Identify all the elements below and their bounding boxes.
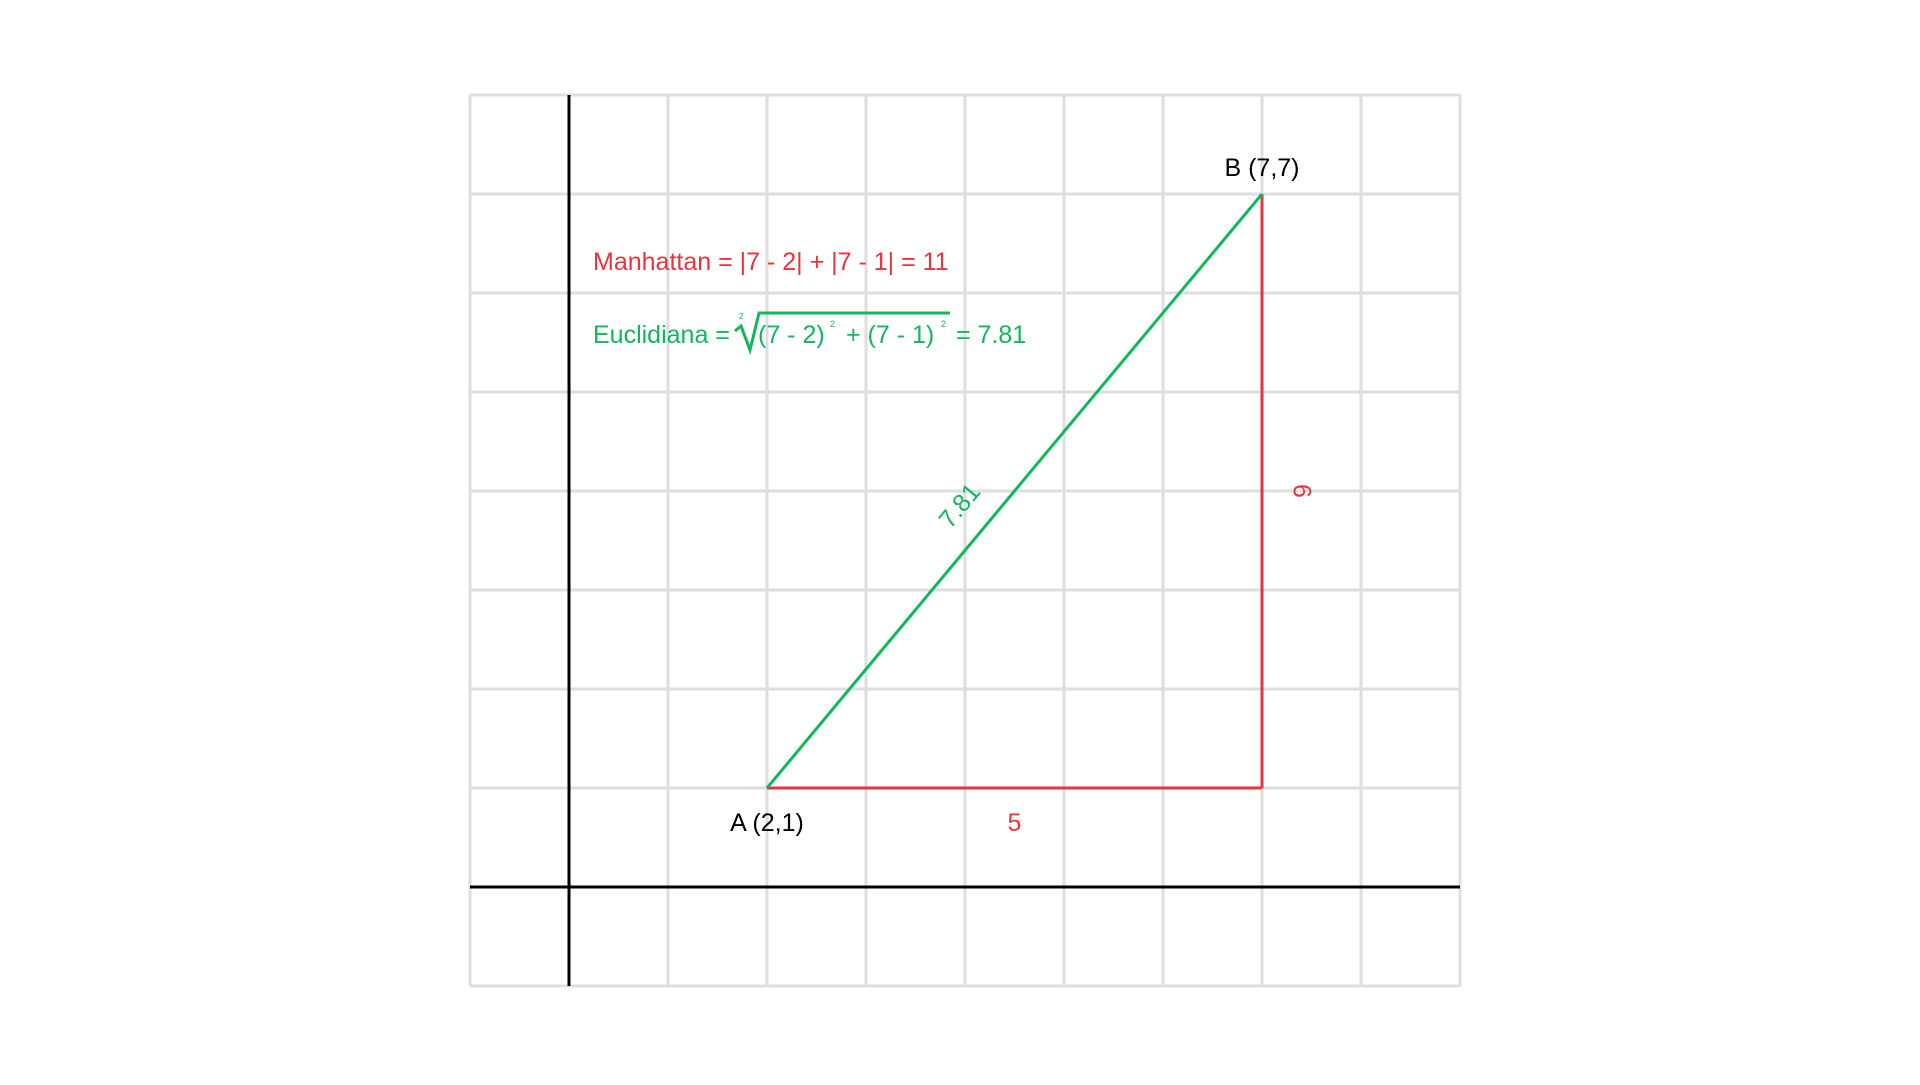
euclidean-term-1: (7 - 2) bbox=[758, 321, 825, 349]
grid bbox=[468, 93, 1462, 988]
point-b-label: B (7,7) bbox=[1224, 154, 1299, 182]
triangle bbox=[765, 193, 1264, 790]
euclidean-term-2: + (7 - 1) bbox=[846, 321, 934, 349]
euclidean-formula: Euclidiana = 2 (7 - 2) 2 + (7 - 1) 2 = 7… bbox=[593, 311, 1026, 356]
euclidean-exponent-2: 2 bbox=[941, 319, 946, 329]
root-index: 2 bbox=[739, 312, 744, 321]
axes bbox=[470, 95, 1460, 986]
euclidean-formula-prefix: Euclidiana = bbox=[593, 321, 730, 349]
point-a-label: A (2,1) bbox=[730, 809, 804, 837]
horizontal-length-label: 5 bbox=[1008, 809, 1022, 837]
euclidean-exponent-1: 2 bbox=[830, 319, 835, 329]
euclidean-result: = 7.81 bbox=[956, 321, 1026, 349]
manhattan-formula: Manhattan = |7 - 2| + |7 - 1| = 11 bbox=[593, 248, 949, 276]
euclidean-segment bbox=[765, 193, 1264, 789]
hypotenuse-length-label: 7.81 bbox=[934, 478, 987, 533]
vertical-length-label: 6 bbox=[1287, 484, 1315, 498]
square-root-sign bbox=[734, 311, 950, 356]
